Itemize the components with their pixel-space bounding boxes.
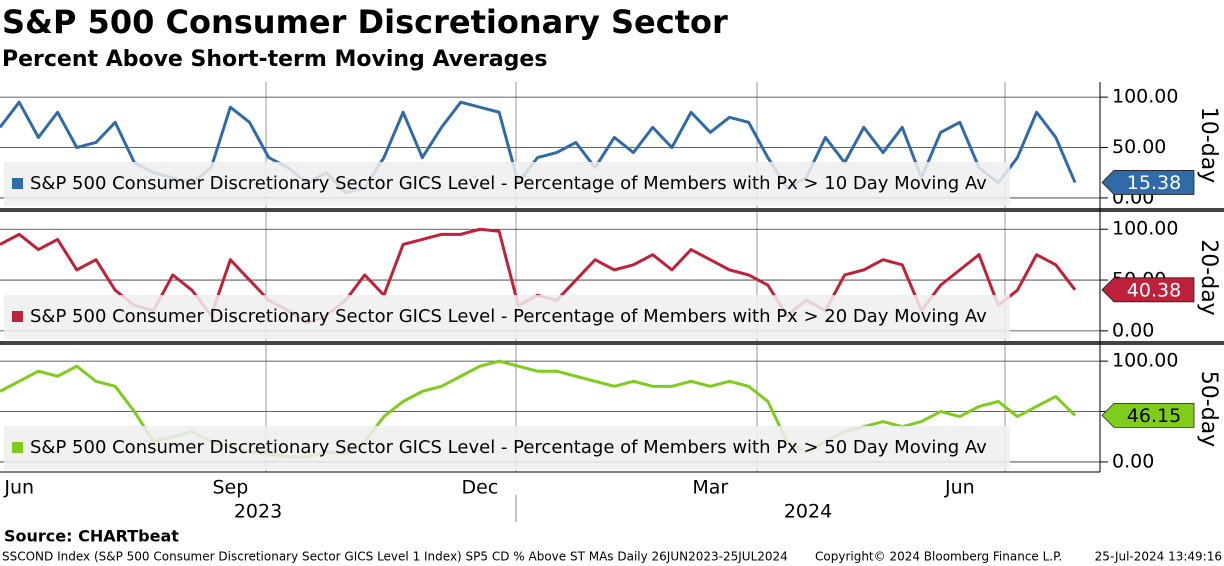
x-tick-label: Mar	[692, 477, 728, 499]
value-tag	[1101, 277, 1195, 303]
chart-subtitle: Percent Above Short-term Moving Averages	[2, 47, 547, 72]
panel-label: 50-day	[1196, 371, 1221, 447]
quarter-lines	[265, 82, 1006, 472]
panel-label: 20-day	[1196, 239, 1221, 315]
year-label: 2023	[234, 501, 282, 523]
y-tick-label: 100.00	[1112, 86, 1178, 108]
panel-label: 10-day	[1196, 107, 1221, 183]
footer: 25-Jul-2024 13:49:16	[1095, 550, 1222, 564]
value-tag	[1101, 170, 1195, 195]
legend-label: S&P 500 Consumer Discretionary Sector GI…	[30, 306, 987, 327]
chart-title: S&P 500 Consumer Discretionary Sector	[2, 3, 728, 41]
legend-swatch	[12, 178, 23, 189]
legend-box	[4, 162, 1010, 206]
value-tag-label: 40.38	[1127, 279, 1181, 301]
legend-swatch	[12, 442, 23, 453]
legend-box	[4, 295, 1010, 339]
y-tick-label: 0.00	[1112, 450, 1154, 472]
legend-label: S&P 500 Consumer Discretionary Sector GI…	[30, 437, 987, 458]
footer: Copyright© 2024 Bloomberg Finance L.P.	[815, 550, 1062, 564]
y-tick-label: 50.00	[1112, 136, 1166, 158]
legend-box	[4, 426, 1010, 470]
value-tag-label: 46.15	[1127, 405, 1181, 427]
x-tick-label: Jun	[944, 477, 975, 499]
value-tag-label: 15.38	[1127, 172, 1181, 194]
y-tick-label: 100.00	[1112, 350, 1178, 372]
x-tick-label: Sep	[212, 477, 248, 499]
year-label: 2024	[784, 501, 832, 523]
x-tick-label: Dec	[462, 477, 499, 499]
x-tick-label: Jun	[3, 477, 34, 499]
legend-swatch	[12, 311, 23, 322]
source: Source: CHARTbeat	[4, 527, 179, 546]
legend-label: S&P 500 Consumer Discretionary Sector GI…	[30, 173, 987, 194]
y-tick-label: 100.00	[1112, 218, 1178, 240]
footer: SSCOND Index (S&P 500 Consumer Discretio…	[2, 550, 788, 564]
y-tick-label: 0.00	[1112, 319, 1154, 341]
value-tag	[1101, 403, 1195, 428]
